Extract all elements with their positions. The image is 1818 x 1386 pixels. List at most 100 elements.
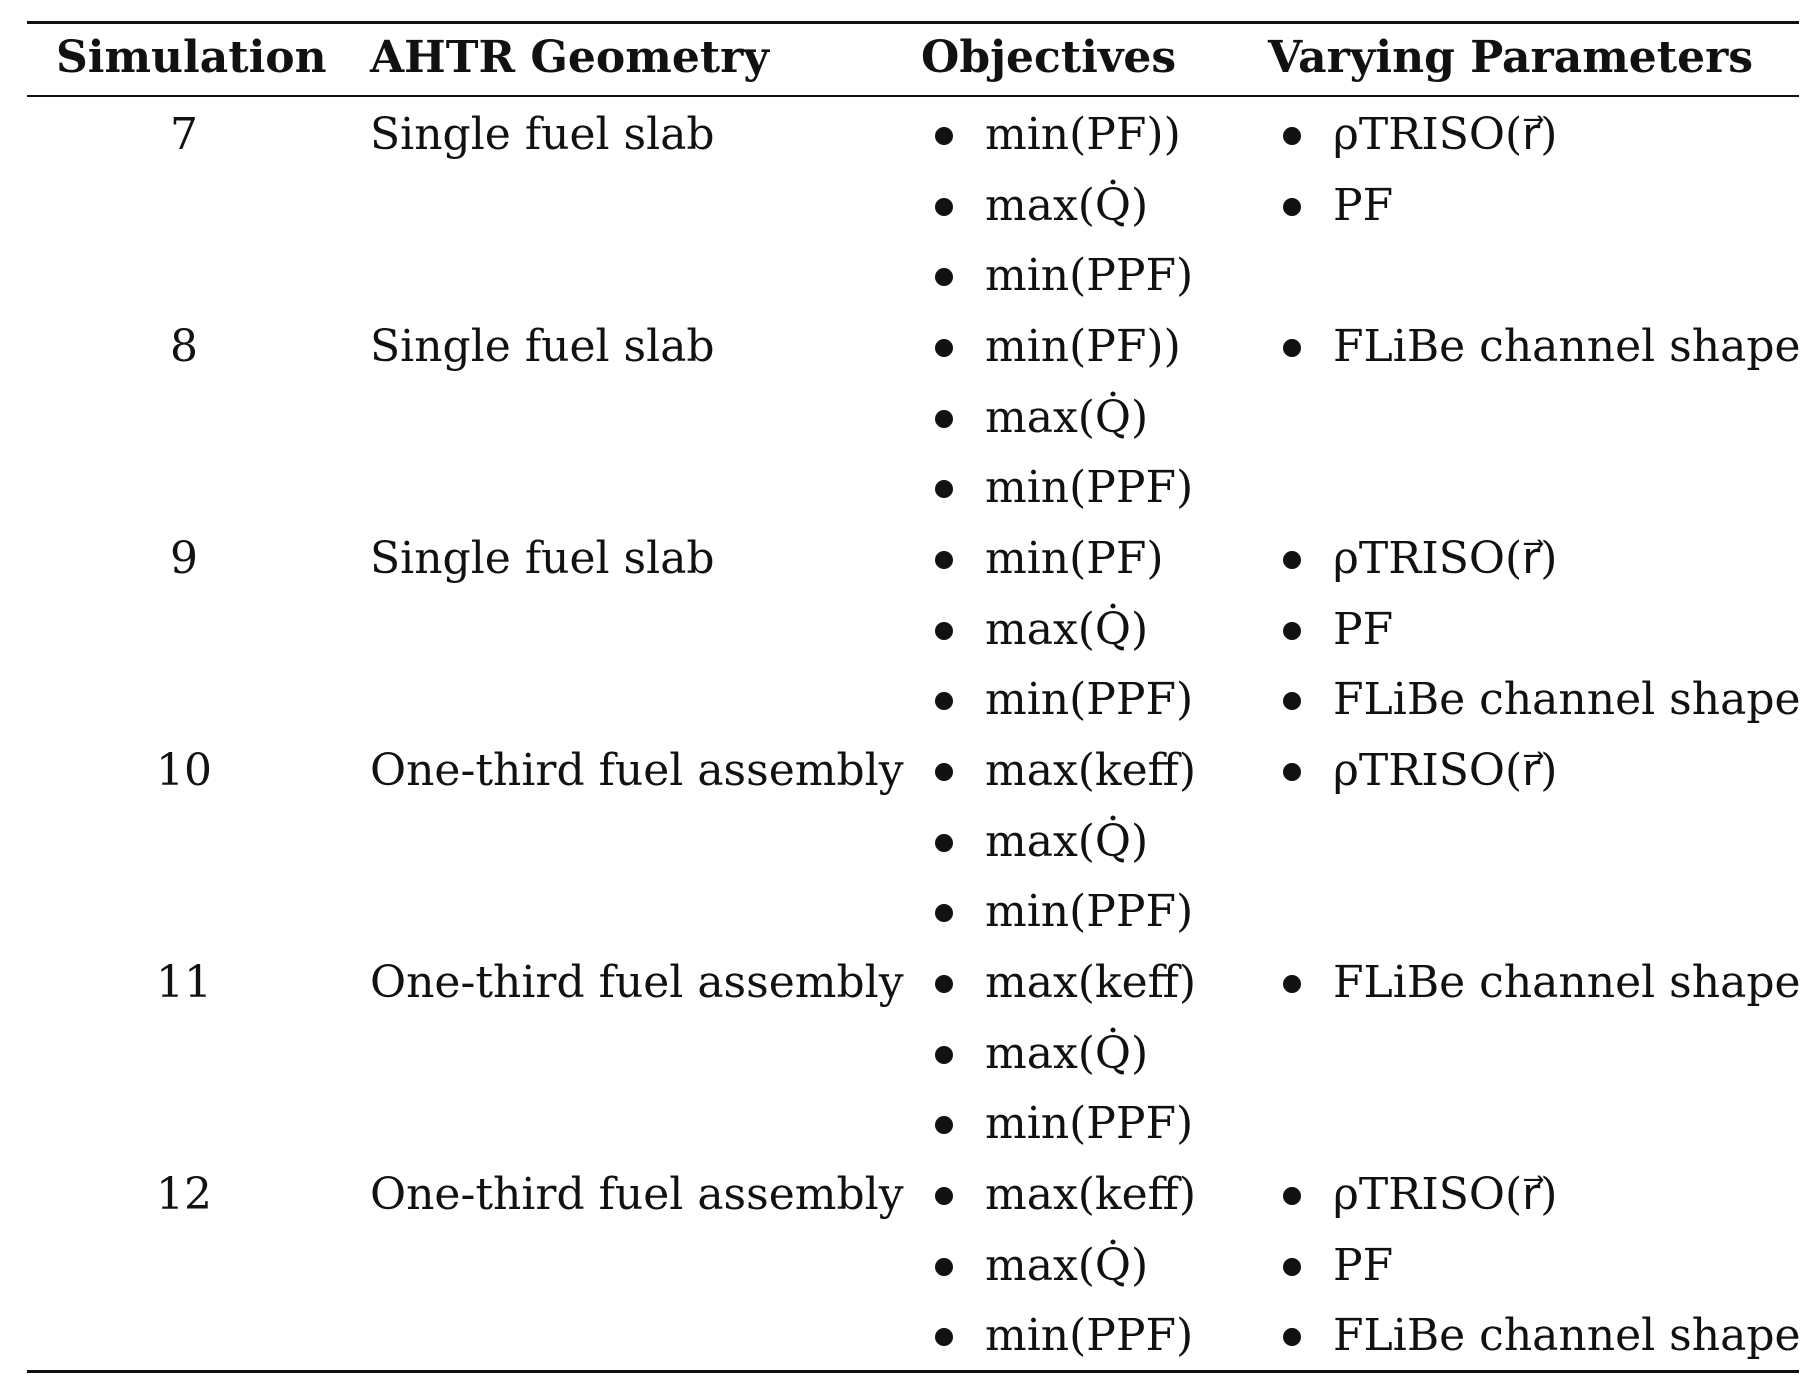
parameter-text: PF (1333, 1239, 1394, 1291)
objective-text: min(PPF) (985, 1310, 1194, 1362)
objective-text: min(PPF) (985, 462, 1194, 514)
list-item: max(keff) (925, 948, 1196, 1019)
parameters-list: ρTRISO(r⃗) PF (1273, 100, 1557, 241)
parameters-list: ρTRISO(r⃗) PF FLiBe channel shape (1273, 524, 1801, 736)
objective-text: min(PPF) (985, 1098, 1194, 1150)
objective-text: min(PPF) (985, 674, 1194, 726)
parameters-list: ρTRISO(r⃗) PF FLiBe channel shape (1273, 1160, 1801, 1372)
cell-objectives: max(keff) max(Q̇) min(PPF) (925, 1160, 1196, 1372)
bullet-icon (935, 409, 953, 428)
bullet-icon (935, 904, 953, 923)
list-item: max(Q̇) (925, 807, 1196, 878)
list-item: min(PPF) (925, 1301, 1196, 1372)
list-item: FLiBe channel shape (1273, 1301, 1801, 1372)
objective-text: max(Q̇) (985, 815, 1149, 867)
table-bottom-rule (27, 1370, 1799, 1373)
objective-text: max(Q̇) (985, 1239, 1149, 1291)
bullet-icon (935, 763, 953, 781)
header-varying-parameters: Varying Parameters (1268, 32, 1754, 83)
cell-parameters: ρTRISO(r⃗) (1273, 736, 1557, 807)
parameter-text: ρTRISO(r⃗) (1333, 745, 1558, 796)
table-body: 7 Single fuel slab min(PF)) max(Q̇) min(… (0, 100, 1818, 1372)
objective-text: min(PF) (985, 533, 1164, 584)
cell-objectives: min(PF)) max(Q̇) min(PPF) (925, 312, 1193, 524)
objective-text: max(Q̇) (985, 603, 1149, 655)
header-objectives: Objectives (921, 32, 1177, 83)
table-header-rule (27, 95, 1799, 97)
cell-geometry: Single fuel slab (370, 533, 715, 584)
cell-parameters: FLiBe channel shape (1273, 948, 1801, 1019)
list-item: max(Q̇) (925, 171, 1193, 242)
list-item: ρTRISO(r⃗) (1273, 736, 1557, 807)
cell-parameters: ρTRISO(r⃗) PF (1273, 100, 1557, 241)
cell-objectives: max(keff) max(Q̇) min(PPF) (925, 736, 1196, 948)
objective-text: max(keff) (985, 957, 1197, 1008)
objective-text: min(PF)) (985, 321, 1181, 372)
parameter-text: PF (1333, 603, 1394, 655)
list-item: FLiBe channel shape (1273, 312, 1801, 383)
objective-text: min(PPF) (985, 886, 1194, 938)
list-item: ρTRISO(r⃗) (1273, 1160, 1801, 1231)
bullet-icon (935, 480, 953, 499)
list-item: ρTRISO(r⃗) (1273, 100, 1557, 171)
list-item: ρTRISO(r⃗) (1273, 524, 1801, 595)
list-item: max(keff) (925, 736, 1196, 807)
cell-objectives: min(PF) max(Q̇) min(PPF) (925, 524, 1193, 736)
cell-parameters: FLiBe channel shape (1273, 312, 1801, 383)
bullet-icon (935, 692, 953, 711)
objectives-list: max(keff) max(Q̇) min(PPF) (925, 948, 1196, 1160)
bullet-icon (935, 551, 953, 569)
list-item: min(PF) (925, 524, 1193, 595)
objectives-list: max(keff) max(Q̇) min(PPF) (925, 736, 1196, 948)
table-row: 11 One-third fuel assembly max(keff) max… (0, 948, 1818, 1160)
cell-geometry: One-third fuel assembly (370, 1169, 904, 1220)
table-row: 7 Single fuel slab min(PF)) max(Q̇) min(… (0, 100, 1818, 312)
list-item: min(PPF) (925, 877, 1196, 948)
bullet-icon (935, 833, 953, 852)
cell-simulation: 7 (170, 109, 198, 160)
bullet-icon (1283, 1328, 1301, 1347)
objective-text: max(keff) (985, 745, 1197, 796)
list-item: max(keff) (925, 1160, 1196, 1231)
objective-text: max(Q̇) (985, 1027, 1149, 1079)
header-geometry: AHTR Geometry (370, 32, 769, 83)
bullet-icon (1283, 1187, 1301, 1205)
parameter-text: ρTRISO(r⃗) (1333, 1169, 1558, 1220)
cell-geometry: One-third fuel assembly (370, 957, 904, 1008)
list-item: max(Q̇) (925, 383, 1193, 454)
objectives-list: min(PF) max(Q̇) min(PPF) (925, 524, 1193, 736)
list-item: min(PPF) (925, 453, 1193, 524)
parameter-text: FLiBe channel shape (1333, 674, 1801, 726)
parameter-text: ρTRISO(r⃗) (1333, 533, 1558, 584)
bullet-icon (935, 975, 953, 993)
cell-objectives: min(PF)) max(Q̇) min(PPF) (925, 100, 1193, 312)
bullet-icon (1283, 692, 1301, 711)
bullet-icon (1283, 763, 1301, 781)
bullet-icon (935, 127, 953, 145)
cell-geometry: Single fuel slab (370, 321, 715, 372)
bullet-icon (935, 1187, 953, 1205)
objective-text: min(PPF) (985, 250, 1194, 302)
bullet-icon (1283, 621, 1301, 640)
objectives-list: max(keff) max(Q̇) min(PPF) (925, 1160, 1196, 1372)
cell-simulation: 12 (156, 1169, 212, 1220)
header-simulation: Simulation (56, 32, 327, 83)
parameters-list: FLiBe channel shape (1273, 312, 1801, 383)
bullet-icon (1283, 551, 1301, 569)
list-item: min(PF)) (925, 312, 1193, 383)
bullet-icon (935, 1116, 953, 1135)
cell-objectives: max(keff) max(Q̇) min(PPF) (925, 948, 1196, 1160)
list-item: min(PPF) (925, 665, 1193, 736)
objective-text: max(Q̇) (985, 179, 1149, 231)
bullet-icon (935, 1045, 953, 1064)
list-item: max(Q̇) (925, 595, 1193, 666)
list-item: FLiBe channel shape (1273, 665, 1801, 736)
bullet-icon (935, 1328, 953, 1347)
bullet-icon (1283, 1257, 1301, 1276)
parameter-text: FLiBe channel shape (1333, 321, 1801, 372)
parameters-list: FLiBe channel shape (1273, 948, 1801, 1019)
cell-geometry: One-third fuel assembly (370, 745, 904, 796)
objectives-list: min(PF)) max(Q̇) min(PPF) (925, 100, 1193, 312)
list-item: min(PF)) (925, 100, 1193, 171)
